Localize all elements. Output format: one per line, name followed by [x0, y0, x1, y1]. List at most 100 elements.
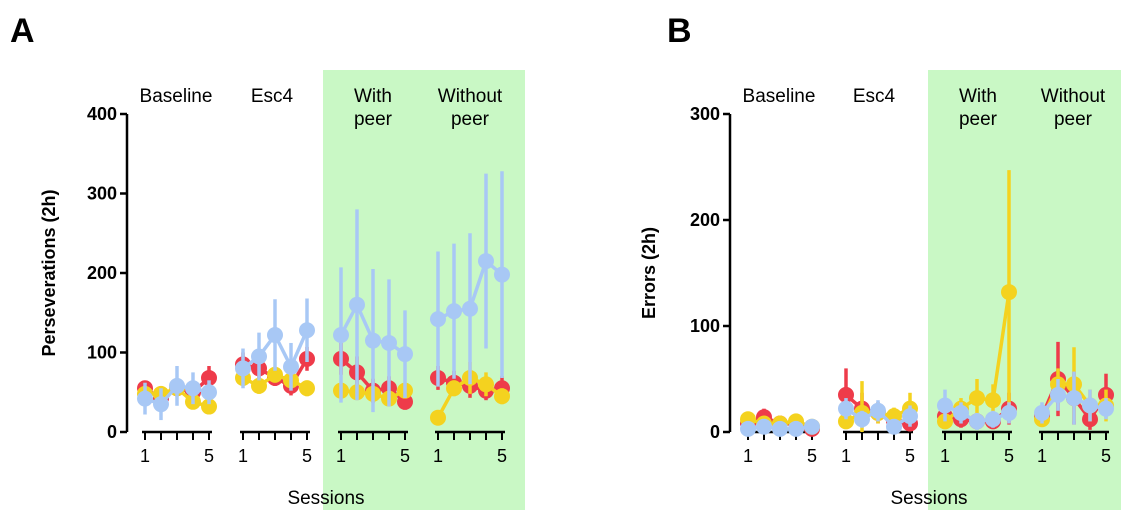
- data-point: [365, 332, 381, 349]
- x-tick-label: 1: [1037, 446, 1047, 466]
- data-point: [478, 253, 494, 270]
- highlight-band: [928, 70, 1121, 510]
- x-tick-label: 5: [400, 446, 410, 466]
- data-point: [494, 388, 510, 405]
- data-point: [299, 380, 315, 397]
- data-point: [478, 376, 494, 393]
- data-point: [886, 418, 902, 435]
- y-axis-label: Errors (2h): [639, 227, 659, 319]
- highlight-band: [323, 70, 525, 510]
- data-point: [1001, 404, 1017, 421]
- data-point: [169, 377, 185, 394]
- data-point: [1001, 284, 1017, 301]
- y-tick-label: 400: [87, 104, 117, 124]
- data-point: [333, 327, 349, 344]
- panel-b: B 0 100 200 300 Errors (2h) Sessions Baseline 1 5…: [639, 12, 1121, 510]
- data-point: [1098, 400, 1114, 417]
- data-point: [201, 398, 217, 415]
- phase-label: With: [354, 86, 392, 107]
- data-point: [462, 300, 478, 317]
- x-tick-label: 5: [302, 446, 312, 466]
- data-point: [283, 358, 299, 375]
- data-point: [772, 420, 788, 437]
- data-point: [446, 303, 462, 320]
- data-point: [430, 311, 446, 328]
- x-tick-label: 1: [743, 446, 753, 466]
- data-point: [185, 380, 201, 397]
- y-tick-label: 100: [690, 316, 720, 336]
- data-point: [235, 360, 251, 377]
- y-tick-label: 0: [107, 422, 117, 442]
- data-point: [1050, 386, 1066, 403]
- y-tick-label: 0: [710, 422, 720, 442]
- data-point: [788, 420, 804, 437]
- y-tick-label: 100: [87, 343, 117, 363]
- data-point: [201, 384, 217, 401]
- data-point: [740, 420, 756, 437]
- data-point: [870, 402, 886, 419]
- data-point: [953, 404, 969, 421]
- data-point: [446, 380, 462, 397]
- data-point: [969, 413, 985, 430]
- series-3: [137, 171, 510, 421]
- y-axis-label: Perseverations (2h): [39, 189, 59, 356]
- y-tick-label: 200: [87, 263, 117, 283]
- phase-label: peer: [1054, 109, 1093, 130]
- x-tick-label: 1: [433, 446, 443, 466]
- data-point: [267, 327, 283, 344]
- phase-label: Esc4: [853, 86, 896, 107]
- data-point: [137, 390, 153, 407]
- x-axis-label: Sessions: [890, 488, 967, 509]
- data-point: [201, 369, 217, 386]
- phase-label: peer: [451, 109, 490, 130]
- data-point: [299, 322, 315, 339]
- x-tick-label: 5: [1004, 446, 1014, 466]
- data-point: [430, 409, 446, 426]
- x-tick-label: 1: [238, 446, 248, 466]
- x-tick-label: 1: [940, 446, 950, 466]
- data-point: [381, 334, 397, 351]
- data-point: [838, 386, 854, 403]
- data-point: [937, 397, 953, 414]
- phase-label: Baseline: [140, 86, 213, 107]
- y-tick-label: 300: [87, 184, 117, 204]
- x-tick-label: 5: [204, 446, 214, 466]
- phase-label: Esc4: [251, 86, 294, 107]
- phase-label: Without: [1041, 86, 1106, 107]
- data-point: [494, 266, 510, 283]
- data-point: [267, 366, 283, 383]
- x-tick-label: 5: [1101, 446, 1111, 466]
- data-point: [1066, 390, 1082, 407]
- x-tick-label: 5: [807, 446, 817, 466]
- x-tick-label: 5: [905, 446, 915, 466]
- data-point: [902, 408, 918, 425]
- phase-label: peer: [959, 109, 998, 130]
- data-point: [251, 348, 267, 365]
- phase-label: peer: [354, 109, 393, 130]
- data-point: [854, 411, 870, 428]
- data-point: [251, 377, 267, 394]
- x-tick-label: 5: [497, 446, 507, 466]
- data-point: [349, 296, 365, 313]
- x-axis-label: Sessions: [287, 488, 364, 509]
- data-point: [1034, 404, 1050, 421]
- data-point: [153, 396, 169, 413]
- data-point: [838, 400, 854, 417]
- data-point: [1082, 397, 1098, 414]
- x-tick-label: 1: [841, 446, 851, 466]
- x-tick-label: 1: [140, 446, 150, 466]
- data-point: [838, 413, 854, 430]
- phase-label: Baseline: [743, 86, 816, 107]
- x-tick-label: 1: [336, 446, 346, 466]
- phase-label: With: [959, 86, 997, 107]
- phase-label: Without: [438, 86, 503, 107]
- y-tick-label: 200: [690, 210, 720, 230]
- data-point: [985, 392, 1001, 409]
- series-3: [740, 371, 1114, 437]
- y-tick-label: 300: [690, 104, 720, 124]
- data-point: [397, 346, 413, 363]
- panel-a: A 0 100 200 300 400 Perseverations (2h) Session…: [10, 12, 525, 510]
- panel-letter: A: [10, 12, 35, 50]
- data-point: [804, 418, 820, 435]
